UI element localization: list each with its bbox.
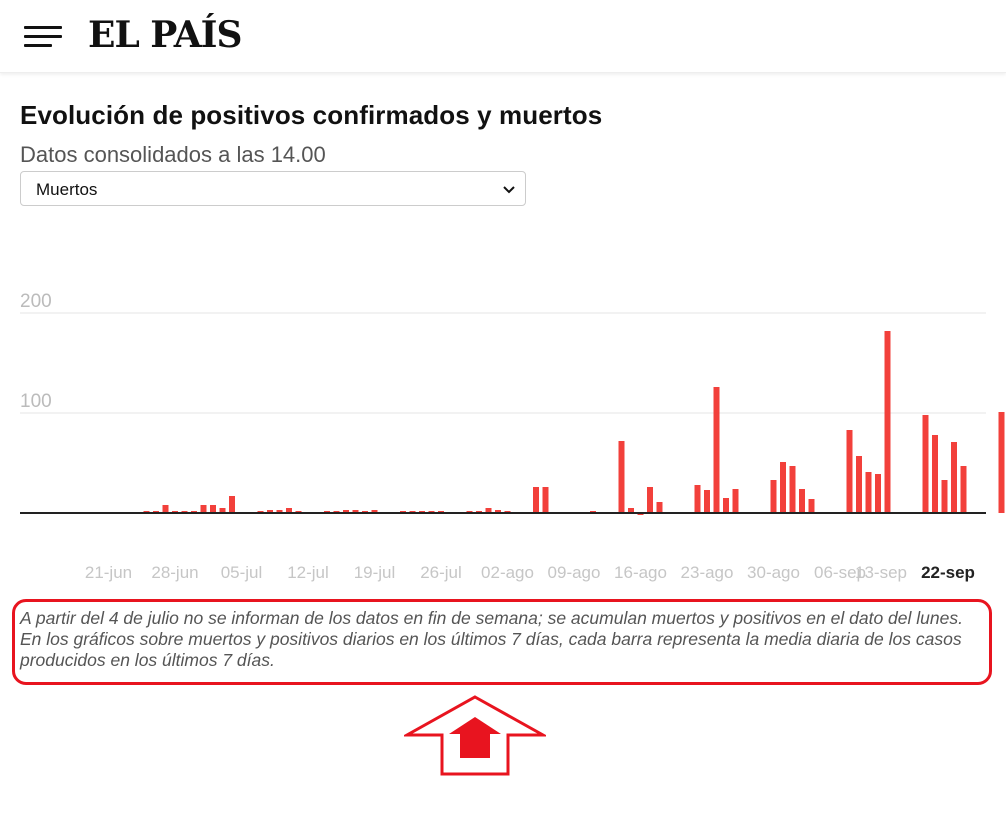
chevron-down-icon: [503, 186, 515, 194]
bar: [618, 441, 625, 513]
bar: [542, 487, 549, 513]
x-tick-label: 28-jun: [151, 563, 198, 582]
bar: [200, 505, 207, 513]
bar: [286, 508, 292, 513]
bar: [371, 510, 378, 513]
bar: [932, 435, 938, 513]
top-bar: EL PAÍS: [0, 0, 1006, 73]
bar: [884, 331, 891, 513]
bar: [495, 510, 501, 513]
x-tick-label: 16-ago: [614, 563, 667, 582]
hamburger-menu-icon[interactable]: [24, 24, 64, 50]
x-tick-label: 12-jul: [287, 563, 329, 582]
bar: [998, 412, 1005, 513]
bar: [229, 496, 235, 513]
note-highlight-box: [12, 599, 992, 685]
bar: [267, 510, 273, 513]
metric-select[interactable]: Muertos: [20, 171, 526, 206]
x-tick-label: 09-ago: [548, 563, 601, 582]
x-tick-label: 02-ago: [481, 563, 534, 582]
deaths-bar-chart: 10020024121-jun28-jun05-jul12-jul19-jul2…: [20, 291, 1005, 582]
bar: [808, 499, 815, 513]
bar: [922, 415, 929, 513]
bar: [732, 489, 739, 513]
chart-subtitle: Datos consolidados a las 14.00: [20, 142, 326, 167]
bar: [647, 487, 653, 513]
bar: [846, 430, 853, 513]
bar: [941, 480, 948, 513]
bar: [856, 456, 862, 513]
bar: [485, 508, 492, 513]
bar: [628, 508, 634, 513]
bar: [960, 466, 967, 513]
y-tick-label: 100: [20, 391, 52, 412]
methodology-note: A partir del 4 de julio no se informan d…: [20, 608, 963, 670]
bar: [770, 480, 777, 513]
bar: [951, 442, 957, 513]
chart-title: Evolución de positivos confirmados y mue…: [20, 100, 603, 130]
bar: [352, 510, 359, 513]
bar: [219, 508, 226, 513]
x-tick-label: 23-ago: [681, 563, 734, 582]
site-logo[interactable]: EL PAÍS: [88, 14, 243, 56]
metric-select-value: Muertos: [36, 180, 98, 199]
x-tick-label: 22-sep: [921, 563, 975, 582]
x-tick-label: 21-jun: [85, 563, 132, 582]
bar: [656, 502, 663, 513]
bar: [694, 485, 701, 513]
bar: [799, 489, 805, 513]
x-tick-label: 06-sep: [814, 563, 866, 582]
x-tick-label: 13-sep: [855, 563, 907, 582]
bar: [276, 510, 283, 513]
bar: [780, 462, 786, 513]
up-arrow-icon: [404, 695, 546, 776]
bar: [533, 487, 539, 513]
bar: [343, 510, 349, 513]
bar: [875, 474, 881, 513]
bar: [704, 490, 710, 513]
bar: [162, 505, 169, 513]
x-tick-label: 05-jul: [221, 563, 263, 582]
bar: [723, 498, 729, 513]
bar: [210, 505, 216, 513]
bar: [713, 387, 720, 513]
x-tick-label: 26-jul: [420, 563, 462, 582]
bar: [865, 472, 872, 513]
bar: [789, 466, 796, 513]
x-tick-label: 19-jul: [354, 563, 396, 582]
x-tick-label: 30-ago: [747, 563, 800, 582]
y-tick-label: 200: [20, 291, 52, 312]
